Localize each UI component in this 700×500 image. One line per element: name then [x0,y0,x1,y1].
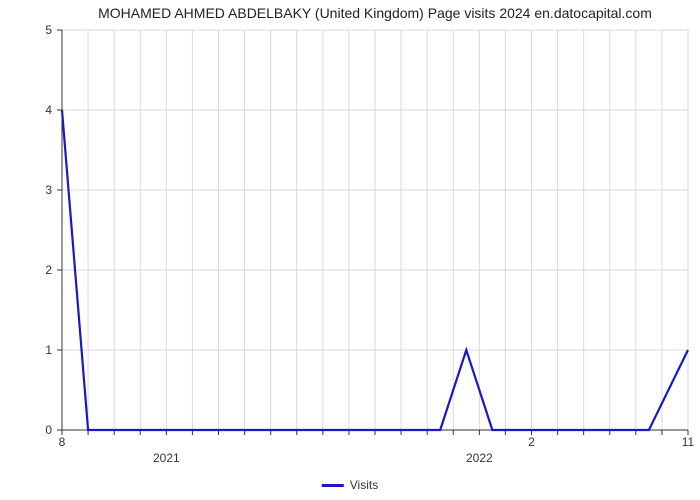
svg-text:1: 1 [45,343,52,357]
svg-text:2: 2 [45,263,52,277]
svg-text:2022: 2022 [466,451,493,465]
svg-text:8: 8 [59,435,66,449]
svg-text:3: 3 [45,183,52,197]
svg-text:2021: 2021 [153,451,180,465]
legend-swatch [322,484,344,487]
svg-text:5: 5 [45,23,52,37]
chart-container: 0 1 2 3 4 5 8 2 11 2021 2022 MOHAMED AHMED ABDELBAK… [0,0,700,500]
svg-text:4: 4 [45,103,52,117]
svg-text:0: 0 [45,423,52,437]
svg-text:2: 2 [528,435,535,449]
line-chart: 0 1 2 3 4 5 8 2 11 2021 2022 MOHAMED AHMED ABDELBAK… [0,0,700,500]
legend-label: Visits [350,478,378,492]
svg-text:MOHAMED AHMED ABDELBAKY (Unite: MOHAMED AHMED ABDELBAKY (United Kingdom)… [98,5,652,21]
legend: Visits [322,478,378,492]
svg-text:11: 11 [682,435,695,449]
